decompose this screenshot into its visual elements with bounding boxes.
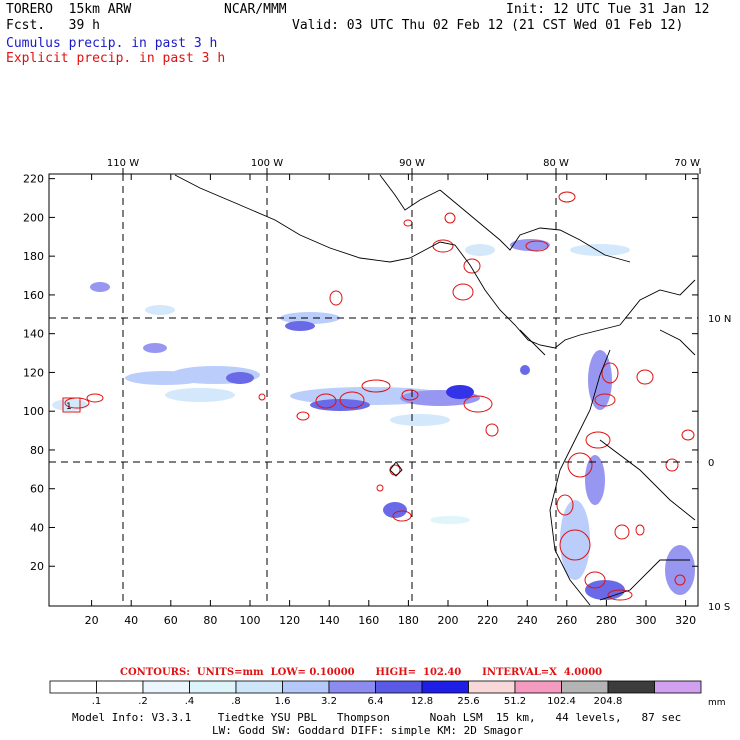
model-info: Model Info: V3.3.1 Tiedtke YSU PBL Thomp… xyxy=(72,711,682,724)
colorbar-level: 25.6 xyxy=(457,696,479,707)
x-tick-label: 180 xyxy=(398,614,419,627)
lon-label: 100 W xyxy=(251,158,283,169)
latitude-labels: 10 N 0 10 S xyxy=(708,314,731,613)
coastlines xyxy=(174,174,696,606)
x-tick-label: 260 xyxy=(556,614,577,627)
lon-label: 90 W xyxy=(399,158,425,169)
colorbar-level: 204.8 xyxy=(594,696,623,707)
colorbar-swatch xyxy=(235,680,283,694)
latlon-grid xyxy=(49,174,698,606)
longitude-labels: 110 W 100 W 90 W 80 W 70 W xyxy=(107,158,701,174)
y-tick-label: 80 xyxy=(30,444,44,457)
lat-label: 10 N xyxy=(708,314,731,325)
x-tick-label: 280 xyxy=(596,614,617,627)
colorbar-level: .4 xyxy=(185,696,195,707)
y-axis-ticks: 20 40 60 80 100 120 140 160 180 200 220 xyxy=(23,173,698,573)
cumulus-precip-shading xyxy=(52,239,695,600)
colorbar-level: .2 xyxy=(138,696,148,707)
center-name: NCAR/MMM xyxy=(224,2,287,17)
y-tick-label: 20 xyxy=(30,560,44,573)
lat-label: 10 S xyxy=(708,602,730,613)
x-tick-label: 100 xyxy=(240,614,261,627)
colorbar-swatch xyxy=(514,680,562,694)
colorbar-swatch xyxy=(468,680,516,694)
colorbar-level: 1.6 xyxy=(275,696,291,707)
y-tick-label: 180 xyxy=(23,250,44,263)
x-tick-label: 40 xyxy=(124,614,138,627)
colorbar-swatch xyxy=(96,680,144,694)
model-physics: LW: Godd SW: Goddard DIFF: simple KM: 2D… xyxy=(212,724,524,737)
y-tick-label: 160 xyxy=(23,289,44,302)
colorbar-swatch xyxy=(654,680,702,694)
colorbar-level: 102.4 xyxy=(547,696,576,707)
grid-box-label: 1 xyxy=(66,402,72,412)
y-tick-label: 120 xyxy=(23,366,44,379)
lon-label: 80 W xyxy=(543,158,569,169)
lon-label: 70 W xyxy=(674,158,700,169)
colorbar-level: 51.2 xyxy=(504,696,526,707)
x-tick-label: 160 xyxy=(358,614,379,627)
map-frame xyxy=(48,173,699,607)
grid-box xyxy=(62,397,81,413)
y-tick-label: 40 xyxy=(30,521,44,534)
x-tick-label: 220 xyxy=(477,614,498,627)
colorbar-units: mm xyxy=(708,698,726,708)
model-run-title: TORERO 15km ARW xyxy=(6,2,132,17)
x-tick-label: 140 xyxy=(319,614,340,627)
legend-cumulus: Cumulus precip. in past 3 h xyxy=(6,36,218,51)
y-tick-label: 200 xyxy=(23,211,44,224)
colorbar-swatch xyxy=(328,680,376,694)
y-tick-label: 140 xyxy=(23,328,44,341)
colorbar-level: 6.4 xyxy=(368,696,384,707)
colorbar-swatch xyxy=(282,680,330,694)
colorbar-swatch xyxy=(607,680,655,694)
colorbar-swatch xyxy=(189,680,237,694)
x-tick-label: 300 xyxy=(636,614,657,627)
colorbar-swatch xyxy=(561,680,609,694)
lon-label: 110 W xyxy=(107,158,139,169)
x-tick-label: 20 xyxy=(85,614,99,627)
colorbar-swatch xyxy=(49,680,97,694)
colorbar-level: 3.2 xyxy=(321,696,337,707)
colorbar-level: 12.8 xyxy=(411,696,433,707)
y-tick-label: 220 xyxy=(23,173,44,186)
y-tick-label: 60 xyxy=(30,483,44,496)
x-tick-label: 320 xyxy=(675,614,696,627)
x-tick-label: 120 xyxy=(279,614,300,627)
forecast-hour: Fcst. 39 h xyxy=(6,18,100,33)
colorbar: .1 .2 .4 .8 1.6 3.2 6.4 12.8 25.6 51.2 102.4 204.8 xyxy=(49,680,702,707)
colorbar-level: .1 xyxy=(92,696,102,707)
x-tick-label: 240 xyxy=(517,614,538,627)
x-axis-ticks: 20 40 60 80 100 120 140 160 180 200 220 240 260 280 30… xyxy=(85,174,696,627)
y-tick-label: 100 xyxy=(23,405,44,418)
lat-label: 0 xyxy=(708,458,714,469)
colorbar-level: .8 xyxy=(231,696,241,707)
init-time: Init: 12 UTC Tue 31 Jan 12 xyxy=(506,2,710,17)
colorbar-swatch xyxy=(421,680,469,694)
colorbar-swatch xyxy=(375,680,423,694)
x-tick-label: 80 xyxy=(203,614,217,627)
colorbar-swatch xyxy=(142,680,190,694)
legend-explicit: Explicit precip. in past 3 h xyxy=(6,51,226,66)
x-tick-label: 200 xyxy=(438,614,459,627)
valid-time: Valid: 03 UTC Thu 02 Feb 12 (21 CST Wed … xyxy=(292,18,684,33)
contours-info: CONTOURS: UNITS=mm LOW= 0.10000 HIGH= 10… xyxy=(120,667,603,678)
x-tick-label: 60 xyxy=(164,614,178,627)
